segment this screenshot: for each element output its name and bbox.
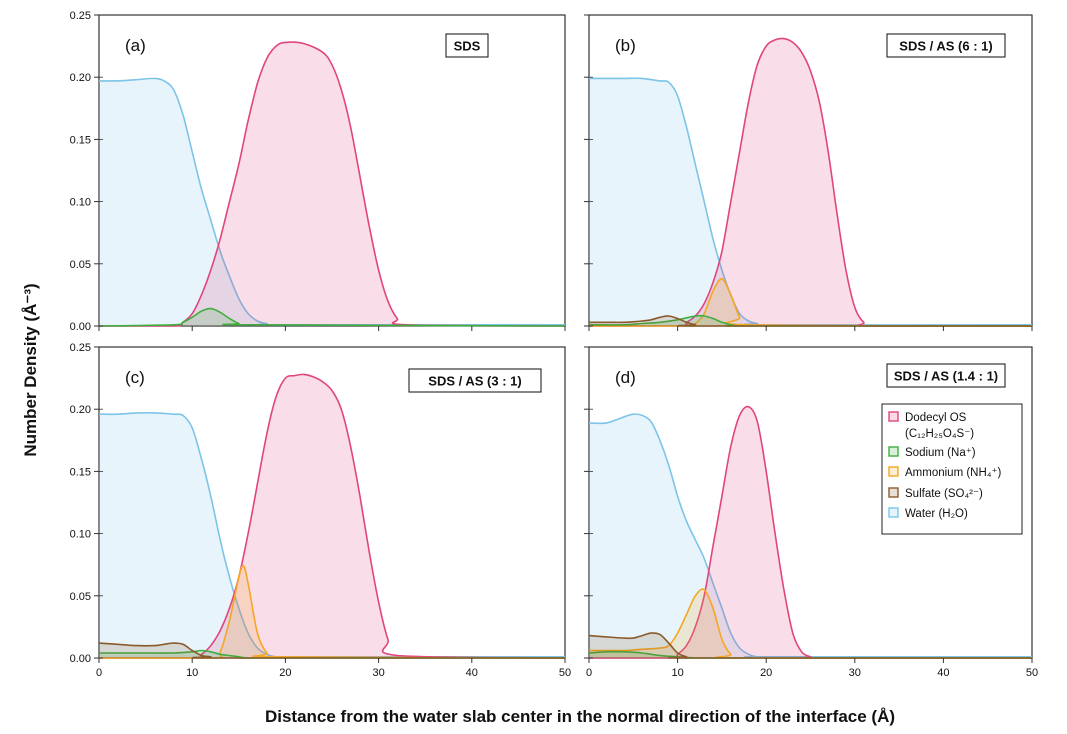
y-tick-label: 0.00 bbox=[70, 653, 91, 665]
x-tick-label: 0 bbox=[96, 667, 102, 679]
plot-frame bbox=[98, 346, 566, 659]
legend-label-ammonium: Ammonium (NH₄⁺) bbox=[905, 467, 1002, 479]
x-tick-label: 10 bbox=[671, 667, 683, 679]
line-sulfate bbox=[588, 632, 1032, 659]
legend-swatch-sodium bbox=[888, 446, 899, 457]
y-axis-title: Number Density (Å⁻³) bbox=[21, 283, 40, 456]
line-water bbox=[589, 77, 1033, 326]
line-dodecyl bbox=[99, 373, 566, 659]
legend-box bbox=[881, 403, 1023, 535]
composition-tag: SDS bbox=[454, 39, 481, 54]
x-tick-label: 10 bbox=[186, 667, 198, 679]
x-tick-label: 30 bbox=[849, 667, 861, 679]
y-tick-label: 0.20 bbox=[70, 404, 91, 416]
composition-tag: SDS / AS (6 : 1) bbox=[899, 39, 992, 54]
legend-label-sodium: Sodium (Na⁺) bbox=[905, 447, 976, 459]
plot-frame bbox=[98, 14, 566, 327]
area-sulfate bbox=[589, 315, 1032, 326]
panel-b: (b) SDS / AS (6 : 1) bbox=[584, 14, 1033, 331]
area-sodium bbox=[99, 308, 565, 326]
panel-letter: (d) bbox=[615, 368, 636, 387]
line-dodecyl bbox=[589, 37, 1032, 327]
legend-label-dodecyl: Dodecyl OS bbox=[905, 412, 967, 424]
legend-label-water: Water (H₂O) bbox=[905, 508, 968, 520]
y-tick-label: 0.15 bbox=[70, 466, 91, 478]
area-dodecyl bbox=[99, 374, 565, 658]
area-dodecyl bbox=[589, 38, 1032, 326]
x-tick-label: 30 bbox=[372, 667, 384, 679]
composition-tag-box bbox=[886, 363, 1006, 388]
x-tick-label: 50 bbox=[559, 667, 571, 679]
line-dodecyl bbox=[99, 41, 566, 327]
y-tick-label: 0.25 bbox=[70, 10, 91, 22]
composition-tag-box bbox=[445, 33, 489, 58]
y-tick-label: 0.15 bbox=[70, 134, 91, 146]
panel-d: 0 10 20 30 40 50 (d) SDS / AS (1.4 : 1) bbox=[584, 346, 1038, 679]
area-water bbox=[99, 412, 565, 658]
composition-tag-box bbox=[408, 368, 542, 393]
plot-frame bbox=[588, 14, 1033, 327]
y-tick-label: 0.10 bbox=[70, 197, 91, 209]
y-tick-label: 0.10 bbox=[70, 529, 91, 541]
area-ammonium bbox=[589, 589, 1032, 658]
legend-swatch-water bbox=[888, 507, 899, 518]
x-tick-label: 50 bbox=[1026, 667, 1038, 679]
area-water bbox=[99, 78, 565, 327]
y-tick-label: 0.05 bbox=[70, 259, 91, 271]
y-tick-label: 0.20 bbox=[70, 72, 91, 84]
area-dodecyl bbox=[99, 42, 565, 327]
y-tick-label: 0.05 bbox=[70, 591, 91, 603]
line-dodecyl bbox=[589, 405, 1032, 659]
y-tick-label: 0.00 bbox=[70, 321, 91, 333]
x-tick-label: 40 bbox=[937, 667, 949, 679]
composition-tag-box bbox=[886, 33, 1006, 58]
x-axis-title: Distance from the water slab center in t… bbox=[265, 707, 895, 726]
area-sulfate bbox=[589, 632, 1032, 658]
y-tick-label: 0.25 bbox=[70, 342, 91, 354]
x-tick-label: 20 bbox=[279, 667, 291, 679]
x-tick-label: 40 bbox=[466, 667, 478, 679]
x-tick-label: 0 bbox=[586, 667, 592, 679]
panel-letter: (c) bbox=[125, 368, 145, 387]
legend-swatch-ammonium bbox=[888, 466, 899, 477]
composition-tag: SDS / AS (1.4 : 1) bbox=[894, 369, 998, 384]
line-water bbox=[588, 413, 1032, 658]
panels-group: 0.00 0.05 0.10 0.15 0.20 0.25 (a) SDS (b) SDS / A… bbox=[70, 10, 1039, 679]
area-water bbox=[589, 414, 1032, 658]
line-sulfate bbox=[98, 642, 565, 659]
panel-letter: (a) bbox=[125, 36, 146, 55]
legend-swatch-dodecyl bbox=[888, 411, 899, 422]
line-water bbox=[98, 77, 566, 326]
line-sulfate bbox=[588, 315, 1032, 327]
composition-tag: SDS / AS (3 : 1) bbox=[428, 374, 521, 389]
area-water bbox=[589, 78, 1032, 326]
panel-letter: (b) bbox=[615, 36, 636, 55]
x-tick-label: 20 bbox=[760, 667, 772, 679]
area-sodium bbox=[99, 650, 565, 658]
legend-label-sulfate: Sulfate (SO₄²⁻) bbox=[905, 488, 983, 500]
panel-c: 0.00 0.05 0.10 0.15 0.20 0.25 0 10 20 30 40 50 (c) SD… bbox=[70, 342, 572, 679]
legend: Dodecyl OS (C₁₂H₂₅O₄S⁻) Sodium (Na⁺) Ammoni… bbox=[881, 403, 1023, 535]
line-sodium bbox=[98, 307, 566, 327]
legend-formula-dodecyl: (C₁₂H₂₅O₄S⁻) bbox=[905, 428, 974, 440]
panel-a: 0.00 0.05 0.10 0.15 0.20 0.25 (a) SDS bbox=[70, 10, 566, 333]
line-ammonium bbox=[99, 564, 566, 659]
legend-swatch-sulfate bbox=[888, 487, 899, 498]
area-sodium bbox=[589, 315, 1032, 326]
